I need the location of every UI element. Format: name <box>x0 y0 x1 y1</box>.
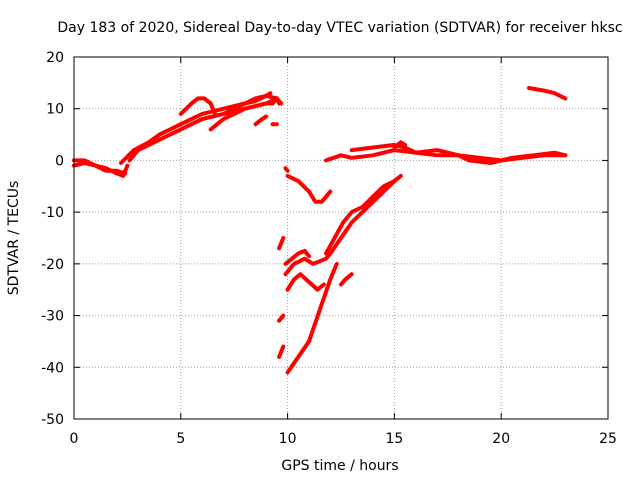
series-arc-19 <box>285 261 339 375</box>
x-tick-label: 5 <box>176 431 185 447</box>
series-arc-14 <box>283 251 333 277</box>
series-arc-13 <box>277 236 286 251</box>
x-tick-label: 15 <box>385 431 403 447</box>
series-arc-15 <box>283 248 311 266</box>
series-arc-20 <box>328 173 403 256</box>
series-arc-24 <box>349 142 568 165</box>
series-arc-5 <box>178 96 217 116</box>
series-arc-16 <box>285 272 326 292</box>
series-arc-17 <box>277 313 286 323</box>
y-tick-label: -40 <box>41 360 64 376</box>
data-series <box>72 86 568 375</box>
y-tick-label: -20 <box>41 257 64 273</box>
x-tick-label: 0 <box>70 431 79 447</box>
chart-title: Day 183 of 2020, Sidereal Day-to-day VTE… <box>57 20 622 36</box>
y-tick-label: 10 <box>46 102 64 118</box>
series-arc-8 <box>253 114 269 127</box>
y-tick-label: 0 <box>55 153 64 169</box>
series-arc-3 <box>119 91 273 165</box>
series-arc-22 <box>339 272 354 287</box>
x-tick-label: 10 <box>279 431 297 447</box>
y-tick-label: -50 <box>41 412 64 428</box>
series-arc-18 <box>277 344 286 359</box>
plot-frame <box>73 56 609 420</box>
x-tick-label: 20 <box>492 431 510 447</box>
series-arc-12 <box>285 173 333 204</box>
series-arc-6 <box>208 101 275 132</box>
series-arc-11 <box>283 166 290 173</box>
series-arc-1 <box>72 158 130 178</box>
series-arc-2 <box>72 161 128 176</box>
y-tick-label: -10 <box>41 205 64 221</box>
series-arc-26 <box>527 86 568 101</box>
grid <box>74 57 608 419</box>
x-tick-label: 25 <box>599 431 617 447</box>
series-arc-21 <box>324 179 397 256</box>
y-tick-label: 20 <box>46 50 64 66</box>
y-axis-label: SDTVAR / TECUs <box>6 181 22 296</box>
series-arc-10 <box>270 96 282 106</box>
y-tick-label: -30 <box>41 309 64 325</box>
x-axis-label: GPS time / hours <box>281 458 398 474</box>
series-arc-25 <box>392 140 408 150</box>
